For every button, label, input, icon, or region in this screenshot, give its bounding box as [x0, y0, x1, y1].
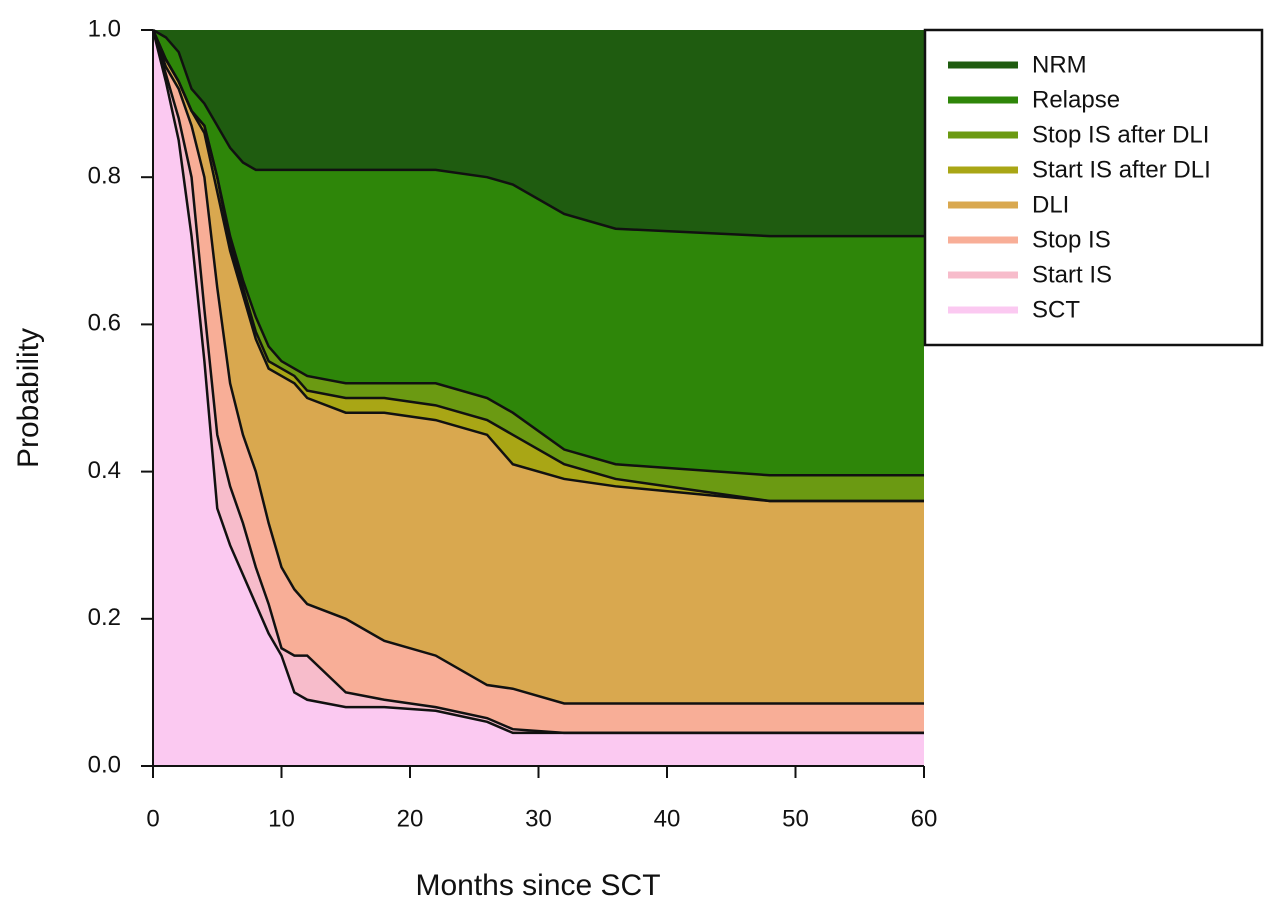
area [153, 30, 924, 237]
area [153, 30, 924, 766]
boundary-line [151, 29, 924, 705]
y-tick-label: 1.0 [88, 15, 121, 42]
x-tick-label: 0 [146, 805, 159, 832]
y-tick-label: 0.4 [88, 457, 121, 484]
y-tick-label: 0.2 [88, 604, 121, 631]
y-axis-title: Probability [12, 328, 45, 468]
x-tick-label: 60 [911, 805, 938, 832]
legend-label: Stop IS [1032, 226, 1111, 253]
legend-label: SCT [1032, 296, 1080, 323]
x-tick-label: 30 [525, 805, 552, 832]
boundary-line [152, 28, 924, 238]
area [153, 30, 924, 704]
y-tick-label: 0.6 [88, 310, 121, 337]
x-tick-label: 50 [782, 805, 809, 832]
legend-label: Start IS [1032, 261, 1112, 288]
y-tick-label: 0.0 [88, 751, 121, 778]
x-axis-title: Months since SCT [415, 869, 660, 902]
y-tick-label: 0.8 [88, 163, 121, 190]
area [153, 30, 924, 476]
legend-label: Relapse [1032, 86, 1120, 113]
legend-label: DLI [1032, 191, 1069, 218]
x-tick-label: 10 [268, 805, 295, 832]
legend-label: NRM [1032, 51, 1087, 78]
legend-label: Stop IS after DLI [1032, 121, 1209, 148]
boundary-line [151, 29, 924, 477]
x-tick-label: 20 [397, 805, 424, 832]
boundary-line [151, 29, 924, 503]
boundary-line [151, 29, 924, 735]
legend-box [923, 28, 1264, 347]
x-tick-label: 40 [654, 805, 681, 832]
boundary-line [151, 29, 924, 735]
legend-label: Start IS after DLI [1032, 156, 1211, 183]
